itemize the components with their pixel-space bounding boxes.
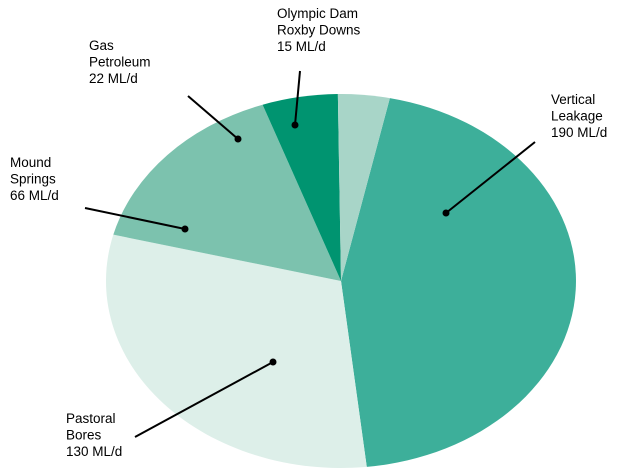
pie-slice-0 <box>341 98 576 467</box>
slice-name-line: Bores <box>66 428 102 443</box>
slice-value-label: 190 ML/d <box>551 125 607 140</box>
slice-value-label: 130 ML/d <box>66 444 122 459</box>
pie-slice-4 <box>337 94 390 281</box>
leader-dot-1 <box>269 358 277 366</box>
slice-value-label: 66 ML/d <box>10 188 59 203</box>
slice-label-1: Pastoral Bores 130 ML/d <box>66 411 122 459</box>
leader-line-1 <box>134 361 274 438</box>
slice-label-4: Olympic Dam Roxby Downs 15 ML/d <box>277 6 361 54</box>
slice-label-0: Vertical Leakage 190 ML/d <box>551 92 607 140</box>
slice-label-3: Gas Petroleum 22 ML/d <box>89 38 151 86</box>
slice-labels: Vertical Leakage 190 ML/d Pastoral Bores 130 … <box>10 6 607 459</box>
slice-label-2: Mound Springs 66 ML/d <box>10 155 59 203</box>
leader-line-4 <box>294 70 301 126</box>
slice-name-line: Springs <box>10 172 56 187</box>
slice-name-line: Roxby Downs <box>277 23 361 38</box>
slice-name-line: Pastoral <box>66 411 116 426</box>
pie-slices <box>105 94 576 468</box>
leader-dot-3 <box>234 135 242 143</box>
pie-slice-2 <box>113 104 341 282</box>
leader-dot-0 <box>442 209 450 217</box>
slice-name-line: Gas <box>89 38 114 53</box>
slice-name-line: Leakage <box>551 109 603 124</box>
leader-lines <box>84 70 536 438</box>
leader-dot-2 <box>181 225 189 233</box>
leader-line-3 <box>187 95 239 140</box>
slice-name-line: Petroleum <box>89 55 151 70</box>
slice-name-line: Olympic Dam <box>277 6 358 21</box>
slice-name-line: Mound <box>10 155 51 170</box>
slice-name-line: Vertical <box>551 92 595 107</box>
leader-dot-4 <box>291 121 299 129</box>
leader-line-0 <box>445 141 536 214</box>
pie-slice-3 <box>262 94 341 282</box>
slice-value-label: 22 ML/d <box>89 71 138 86</box>
slice-value-label: 15 ML/d <box>277 39 326 54</box>
pie-slice-1 <box>105 234 367 468</box>
leader-line-2 <box>84 207 186 230</box>
